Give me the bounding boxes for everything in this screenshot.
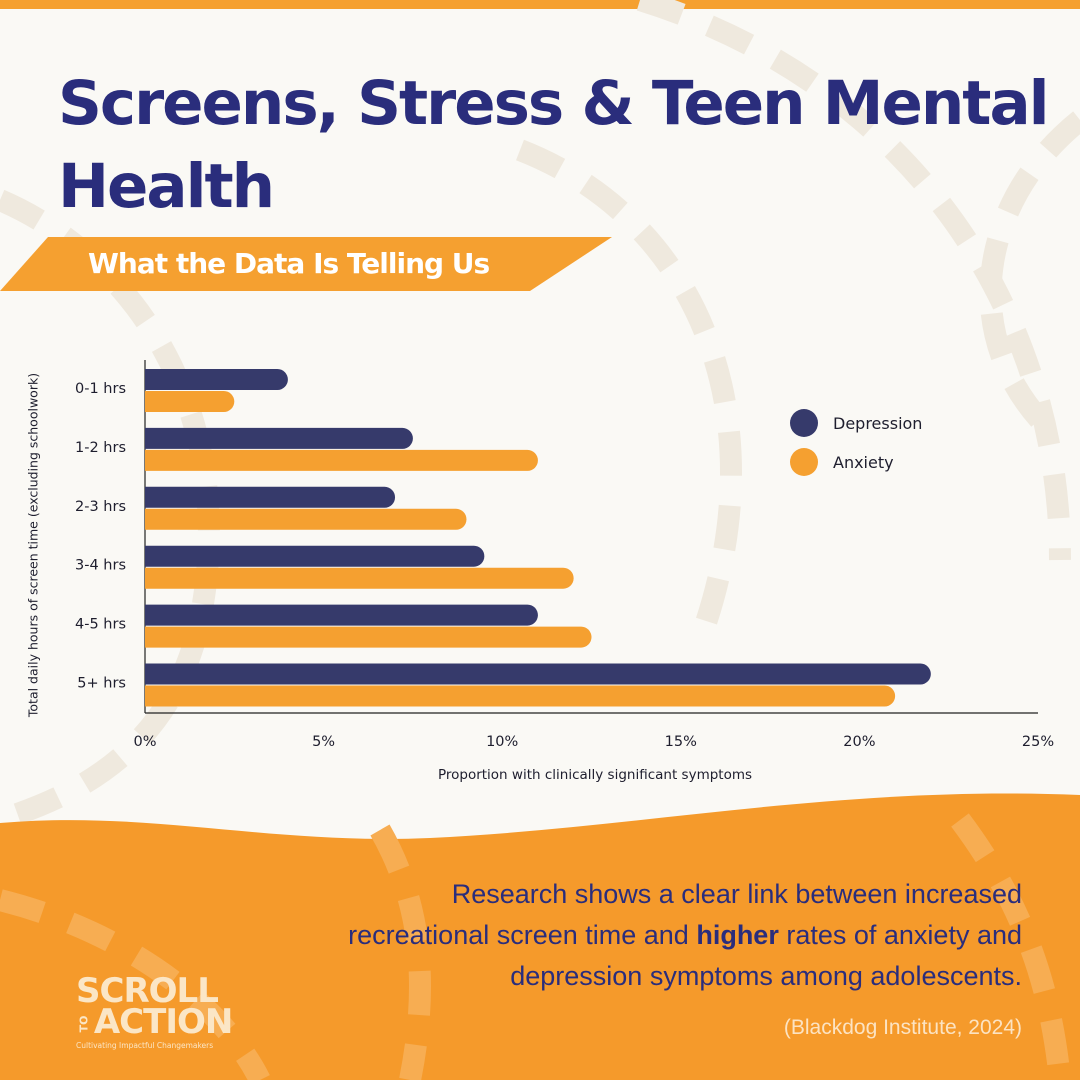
logo-word-action: ACTION (93, 1002, 233, 1042)
logo-tagline: Cultivating Impactful Changemakers (76, 1041, 214, 1050)
footer-statement: Research shows a clear link between incr… (322, 874, 1022, 997)
bar-depression-5 (145, 663, 931, 685)
footer-text-emphasis: higher (696, 920, 779, 950)
bar-depression-4 (145, 604, 538, 626)
logo-word-to: TO (77, 1015, 91, 1032)
x-axis-title: Proportion with clinically significant s… (437, 767, 753, 783)
x-tick-label-4: 20% (843, 734, 875, 750)
logo-word-scroll: SCROLL (76, 971, 219, 1011)
x-tick-label-2: 10% (486, 734, 518, 750)
top-accent-bar (0, 0, 1080, 9)
category-label-1: 1-2 hrs (75, 440, 126, 456)
bar-depression-0 (145, 369, 288, 390)
logo-line-action: TO ACTION (76, 1005, 236, 1039)
footer-text-end: rates of anxiety and depression symptoms… (510, 920, 1022, 991)
bar-anxiety-5 (145, 685, 896, 707)
page-title: Screens, Stress & Teen Mental Health (58, 68, 1050, 222)
bar-anxiety-1 (145, 449, 538, 471)
x-tick-label-0: 0% (133, 734, 156, 750)
bar-anxiety-3 (145, 567, 574, 589)
x-tick-label-5: 25% (1022, 734, 1054, 750)
category-label-0: 0-1 hrs (75, 381, 126, 397)
legend-swatch-depression (790, 409, 818, 437)
legend-label-depression: Depression (833, 413, 923, 433)
bar-anxiety-4 (145, 626, 592, 648)
x-tick-label-3: 15% (665, 734, 697, 750)
bar-depression-2 (145, 486, 396, 508)
bar-anxiety-2 (145, 508, 467, 530)
source-citation: (Blackdog Institute, 2024) (783, 1016, 1022, 1039)
category-label-4: 4-5 hrs (75, 617, 126, 633)
category-label-3: 3-4 hrs (75, 558, 126, 574)
legend-item-depression: Depression (790, 409, 922, 437)
legend-item-anxiety: Anxiety (790, 448, 894, 476)
category-label-2: 2-3 hrs (75, 499, 126, 515)
footer-text-start: Research shows a clear link between incr… (348, 879, 1022, 950)
x-tick-label-1: 5% (312, 734, 335, 750)
legend-label-anxiety: Anxiety (833, 452, 894, 472)
bar-depression-1 (145, 427, 413, 449)
page-subtitle: What the Data Is Telling Us (88, 247, 490, 280)
bar-anxiety-0 (145, 391, 235, 412)
subtitle-ribbon (0, 237, 612, 291)
category-label-5: 5+ hrs (77, 676, 126, 692)
bar-depression-3 (145, 545, 485, 567)
scroll-to-action-logo: SCROLL TO ACTION Cultivating Impactful Ch… (76, 971, 236, 1050)
bar-chart: 0-1 hrs 1-2 hrs 2-3 hrs 3-4 hrs 4-5 hrs 5+ hr… (75, 360, 1054, 750)
legend-swatch-anxiety (790, 448, 818, 476)
